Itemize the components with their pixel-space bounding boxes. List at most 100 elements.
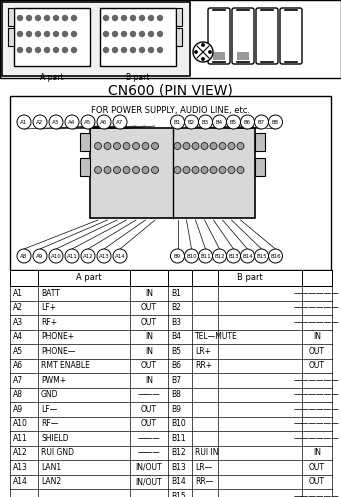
Circle shape	[151, 143, 159, 150]
Circle shape	[27, 31, 31, 36]
Circle shape	[139, 15, 145, 20]
Text: LR—: LR—	[195, 463, 212, 472]
Text: IN: IN	[145, 376, 153, 385]
Bar	[80, 158, 90, 176]
Circle shape	[174, 166, 181, 173]
Text: LF—: LF—	[41, 405, 57, 414]
Circle shape	[202, 58, 204, 60]
Text: A10: A10	[50, 253, 61, 258]
Circle shape	[184, 115, 198, 129]
Bar	[168, 270, 332, 286]
Text: A2: A2	[36, 119, 44, 125]
Text: B11: B11	[200, 253, 211, 258]
Text: A part: A part	[40, 73, 64, 82]
Text: A2: A2	[13, 303, 23, 312]
Text: IN: IN	[313, 448, 321, 457]
Text: B7: B7	[258, 119, 265, 125]
Circle shape	[65, 115, 79, 129]
Circle shape	[192, 166, 199, 173]
Circle shape	[174, 143, 181, 150]
Circle shape	[27, 48, 31, 53]
Circle shape	[193, 42, 213, 62]
Bar	[8, 8, 14, 26]
Circle shape	[44, 15, 49, 20]
Circle shape	[148, 31, 153, 36]
Circle shape	[104, 143, 111, 150]
Circle shape	[35, 15, 41, 20]
Text: B11: B11	[171, 434, 186, 443]
Bar	[237, 52, 249, 60]
Text: B10: B10	[171, 419, 186, 428]
Circle shape	[209, 51, 211, 53]
Circle shape	[104, 31, 108, 36]
Text: ———: ———	[137, 434, 160, 443]
Circle shape	[113, 31, 118, 36]
Text: B1: B1	[171, 289, 181, 298]
Circle shape	[148, 15, 153, 20]
Circle shape	[268, 249, 282, 263]
Circle shape	[94, 166, 102, 173]
Bar	[176, 28, 182, 46]
Bar	[255, 133, 265, 151]
Circle shape	[97, 115, 111, 129]
Text: A5: A5	[84, 119, 92, 125]
Circle shape	[139, 31, 145, 36]
Circle shape	[212, 249, 226, 263]
Text: A5: A5	[13, 347, 23, 356]
Bar	[80, 133, 90, 151]
Text: B8: B8	[171, 390, 181, 399]
Text: A12: A12	[83, 253, 93, 258]
Bar	[255, 158, 265, 176]
Circle shape	[158, 48, 163, 53]
Text: RMT ENABLE: RMT ENABLE	[41, 361, 90, 370]
Circle shape	[27, 15, 31, 20]
Text: IN: IN	[145, 332, 153, 341]
Circle shape	[237, 166, 244, 173]
Text: A7: A7	[13, 376, 23, 385]
Text: A3: A3	[13, 318, 23, 327]
Text: B4: B4	[171, 332, 181, 341]
Text: ———: ———	[137, 448, 160, 457]
Circle shape	[123, 166, 130, 173]
Circle shape	[131, 31, 135, 36]
Text: B part: B part	[126, 73, 150, 82]
Text: A4: A4	[69, 119, 76, 125]
Circle shape	[121, 15, 127, 20]
Text: A9: A9	[36, 253, 44, 258]
Bar	[261, 52, 273, 60]
Circle shape	[148, 48, 153, 53]
Text: B14: B14	[242, 253, 253, 258]
Text: B part: B part	[237, 273, 263, 282]
Circle shape	[198, 115, 212, 129]
FancyBboxPatch shape	[208, 8, 230, 64]
Bar	[14, 8, 90, 66]
Circle shape	[158, 15, 163, 20]
Bar	[10, 270, 168, 286]
Circle shape	[81, 249, 95, 263]
FancyBboxPatch shape	[280, 8, 302, 64]
Text: ——————: ——————	[294, 390, 340, 399]
Circle shape	[183, 166, 190, 173]
Circle shape	[33, 249, 47, 263]
Circle shape	[254, 249, 268, 263]
Text: TEL—MUTE: TEL—MUTE	[195, 332, 238, 341]
Circle shape	[62, 15, 68, 20]
Text: BATT: BATT	[41, 289, 60, 298]
Circle shape	[121, 31, 127, 36]
Circle shape	[33, 115, 47, 129]
Text: GND: GND	[41, 390, 59, 399]
Text: A8: A8	[13, 390, 23, 399]
Text: OUT: OUT	[141, 318, 157, 327]
Text: A10: A10	[13, 419, 28, 428]
Text: OUT: OUT	[141, 419, 157, 428]
Bar	[0, 0, 341, 78]
Bar	[100, 8, 176, 66]
Circle shape	[133, 143, 139, 150]
Circle shape	[268, 115, 282, 129]
Text: LAN2: LAN2	[41, 477, 61, 486]
Text: A3: A3	[53, 119, 60, 125]
Text: OUT: OUT	[141, 303, 157, 312]
Text: IN/OUT: IN/OUT	[136, 463, 162, 472]
FancyBboxPatch shape	[256, 8, 278, 64]
Circle shape	[17, 15, 23, 20]
